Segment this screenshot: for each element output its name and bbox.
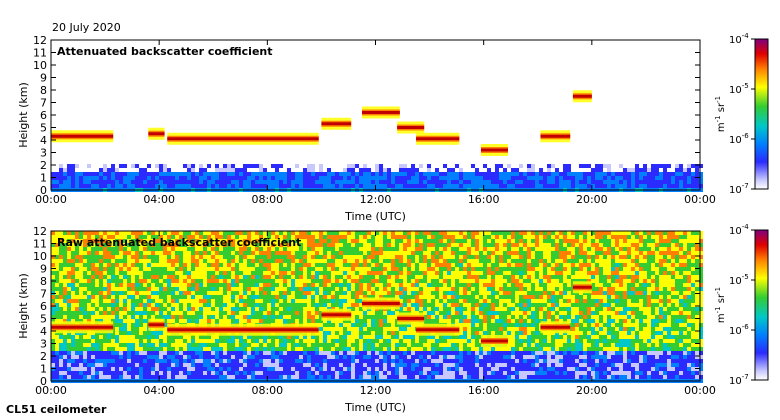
x-tick-label: 04:00 [143, 384, 175, 397]
colorbar-gradient [754, 38, 769, 190]
cloud-layer [321, 122, 352, 126]
y-tick-label: 11 [33, 238, 47, 251]
y-tick-label: 0 [40, 375, 47, 388]
cloud-layer [51, 325, 114, 329]
cloud-layer [321, 313, 352, 317]
colorbar-tick-label: 10-7 [729, 373, 749, 387]
y-tick-label: 12 [33, 34, 47, 47]
y-tick-label: 10 [33, 59, 47, 72]
x-axis-title: Time (UTC) [344, 210, 406, 223]
x-tick-label: 20:00 [576, 193, 608, 206]
cloud-layer [167, 328, 319, 332]
y-tick-label: 7 [40, 288, 47, 301]
cloud-layer [540, 134, 571, 138]
y-tick-label: 2 [40, 350, 47, 363]
cloud-layer [148, 132, 165, 136]
axis-ticks: 00:00 04:00 08:00 12:00 16:00 20:00 00:0001234… [33, 225, 716, 397]
cloud-layer [148, 323, 165, 327]
x-tick-label: 08:00 [251, 193, 283, 206]
y-tick-label: 1 [40, 172, 47, 185]
cloud-layer [416, 328, 460, 332]
panel-attenuated-backscatter: 00:00 04:00 08:00 12:00 16:00 20:00 00:0001234… [17, 34, 716, 223]
y-tick-label: 9 [40, 263, 47, 276]
colorbar-bottom: 10-4 10-5 10-6 10-7 m-1 sr-1 [714, 223, 769, 387]
y-tick-label: 6 [40, 109, 47, 122]
y-tick-label: 4 [40, 134, 47, 147]
y-tick-label: 5 [40, 313, 47, 326]
x-tick-label: 00:00 [684, 193, 716, 206]
cloud-layer [397, 126, 425, 129]
cloud-layer [480, 339, 509, 343]
cloud-layer [397, 317, 425, 320]
plot-frame [50, 39, 701, 191]
y-tick-label: 5 [40, 122, 47, 135]
axis-ticks: 00:00 04:00 08:00 12:00 16:00 20:00 00:0001234… [33, 34, 716, 206]
colorbar-tick-label: 10-6 [729, 132, 749, 146]
x-tick-label: 12:00 [360, 384, 392, 397]
cloud-layer [167, 137, 319, 141]
x-tick-label: 00:00 [35, 193, 67, 206]
cloud-layer [361, 111, 400, 114]
cloud-layer [361, 302, 400, 305]
x-tick-label: 04:00 [143, 193, 175, 206]
plot-area [51, 231, 703, 383]
x-tick-label: 00:00 [684, 384, 716, 397]
y-tick-label: 6 [40, 300, 47, 313]
x-tick-label: 16:00 [468, 384, 500, 397]
x-axis-title: Time (UTC) [344, 401, 406, 414]
y-tick-label: 10 [33, 250, 47, 263]
cloud-layer [51, 134, 114, 138]
colorbar-tick-label: 10-4 [729, 223, 749, 237]
y-tick-label: 11 [33, 47, 47, 60]
cloud-layer [540, 325, 571, 329]
y-tick-label: 7 [40, 97, 47, 110]
instrument-label: CL51 ceilometer [6, 403, 107, 416]
y-tick-label: 3 [40, 338, 47, 351]
cloud-layer [572, 94, 592, 98]
cloud-layer [572, 285, 592, 289]
x-tick-label: 20:00 [576, 384, 608, 397]
y-axis-title: Height (km) [17, 273, 30, 339]
x-tick-label: 12:00 [360, 193, 392, 206]
y-tick-label: 1 [40, 363, 47, 376]
colorbar-tick-label: 10-6 [729, 323, 749, 337]
colorbar-tick-label: 10-4 [729, 32, 749, 46]
y-tick-label: 3 [40, 147, 47, 160]
panel-raw-attenuated-backscatter: 00:00 04:00 08:00 12:00 16:00 20:00 00:0001234… [17, 225, 716, 414]
colorbar-top: 10-4 10-5 10-6 10-7 m-1 sr-1 [714, 32, 769, 196]
colorbar-tick-label: 10-5 [729, 82, 749, 96]
cloud-layer [416, 137, 460, 141]
panel-title: Raw attenuated backscatter coefficient [57, 236, 301, 249]
y-tick-label: 8 [40, 275, 47, 288]
colorbar-tick-label: 10-5 [729, 273, 749, 287]
panel-title: Attenuated backscatter coefficient [57, 45, 273, 58]
colorbar-unit: m-1 sr-1 [714, 287, 727, 323]
y-tick-label: 2 [40, 159, 47, 172]
colorbar-gradient [754, 229, 769, 381]
x-tick-label: 08:00 [251, 384, 283, 397]
plot-area [51, 40, 703, 192]
y-tick-label: 0 [40, 184, 47, 197]
colorbar-unit: m-1 sr-1 [714, 96, 727, 132]
date-label: 20 July 2020 [52, 21, 121, 34]
cloud-layer [480, 148, 509, 152]
x-tick-label: 00:00 [35, 384, 67, 397]
colorbar-tick-label: 10-7 [729, 182, 749, 196]
y-tick-label: 8 [40, 84, 47, 97]
y-tick-label: 12 [33, 225, 47, 238]
y-axis-title: Height (km) [17, 82, 30, 148]
y-tick-label: 9 [40, 72, 47, 85]
x-tick-label: 16:00 [468, 193, 500, 206]
plot-frame [50, 230, 701, 382]
y-tick-label: 4 [40, 325, 47, 338]
